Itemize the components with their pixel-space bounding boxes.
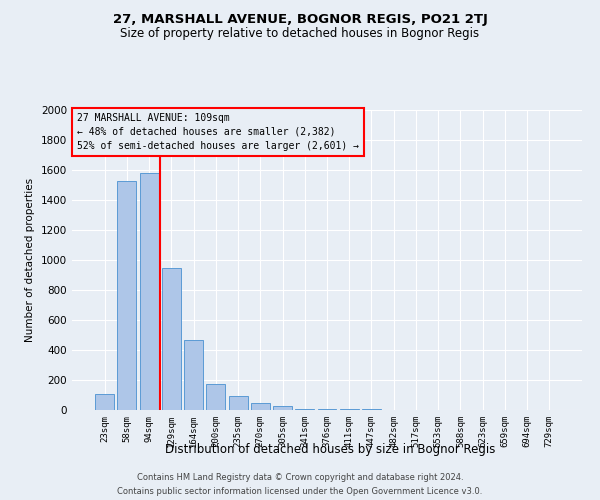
Bar xyxy=(340,409,359,410)
Bar xyxy=(295,408,314,410)
Bar xyxy=(317,409,337,410)
Bar xyxy=(251,402,270,410)
Bar xyxy=(273,406,292,410)
Bar xyxy=(95,394,114,410)
Bar xyxy=(229,396,248,410)
Bar xyxy=(184,340,203,410)
Bar xyxy=(118,180,136,410)
Text: 27 MARSHALL AVENUE: 109sqm
← 48% of detached houses are smaller (2,382)
52% of s: 27 MARSHALL AVENUE: 109sqm ← 48% of deta… xyxy=(77,113,359,151)
Text: Size of property relative to detached houses in Bognor Regis: Size of property relative to detached ho… xyxy=(121,28,479,40)
Text: 27, MARSHALL AVENUE, BOGNOR REGIS, PO21 2TJ: 27, MARSHALL AVENUE, BOGNOR REGIS, PO21 … xyxy=(113,12,487,26)
Bar xyxy=(362,409,381,410)
Bar xyxy=(206,384,225,410)
Y-axis label: Number of detached properties: Number of detached properties xyxy=(25,178,35,342)
Bar xyxy=(140,173,158,410)
Text: Distribution of detached houses by size in Bognor Regis: Distribution of detached houses by size … xyxy=(165,444,495,456)
Text: Contains public sector information licensed under the Open Government Licence v3: Contains public sector information licen… xyxy=(118,486,482,496)
Text: Contains HM Land Registry data © Crown copyright and database right 2024.: Contains HM Land Registry data © Crown c… xyxy=(137,473,463,482)
Bar xyxy=(162,268,181,410)
